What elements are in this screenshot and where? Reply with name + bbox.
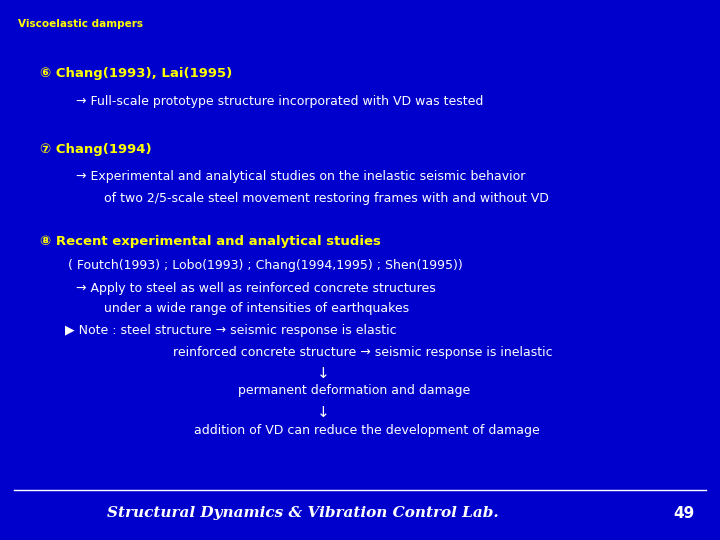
Text: → Full-scale prototype structure incorporated with VD was tested: → Full-scale prototype structure incorpo…: [76, 94, 483, 107]
Text: ( Foutch(1993) ; Lobo(1993) ; Chang(1994,1995) ; Shen(1995)): ( Foutch(1993) ; Lobo(1993) ; Chang(1994…: [68, 259, 463, 272]
Text: 49: 49: [673, 505, 695, 521]
Text: ↓: ↓: [317, 405, 330, 420]
Text: permanent deformation and damage: permanent deformation and damage: [238, 384, 470, 397]
Text: of two 2/5-scale steel movement restoring frames with and without VD: of two 2/5-scale steel movement restorin…: [104, 192, 549, 205]
Text: → Experimental and analytical studies on the inelastic seismic behavior: → Experimental and analytical studies on…: [76, 170, 525, 183]
Text: reinforced concrete structure → seismic response is inelastic: reinforced concrete structure → seismic …: [173, 346, 552, 359]
Text: ⑥ Chang(1993), Lai(1995): ⑥ Chang(1993), Lai(1995): [40, 68, 232, 80]
Text: Viscoelastic dampers: Viscoelastic dampers: [18, 19, 143, 29]
Text: addition of VD can reduce the development of damage: addition of VD can reduce the developmen…: [194, 424, 540, 437]
Text: ↓: ↓: [317, 366, 330, 381]
Text: under a wide range of intensities of earthquakes: under a wide range of intensities of ear…: [104, 302, 410, 315]
Text: ⑦ Chang(1994): ⑦ Chang(1994): [40, 143, 151, 156]
Text: ▶ Note : steel structure → seismic response is elastic: ▶ Note : steel structure → seismic respo…: [65, 324, 397, 337]
Text: ⑧ Recent experimental and analytical studies: ⑧ Recent experimental and analytical stu…: [40, 235, 380, 248]
Text: Structural Dynamics & Vibration Control Lab.: Structural Dynamics & Vibration Control …: [107, 506, 498, 520]
Text: → Apply to steel as well as reinforced concrete structures: → Apply to steel as well as reinforced c…: [76, 282, 436, 295]
